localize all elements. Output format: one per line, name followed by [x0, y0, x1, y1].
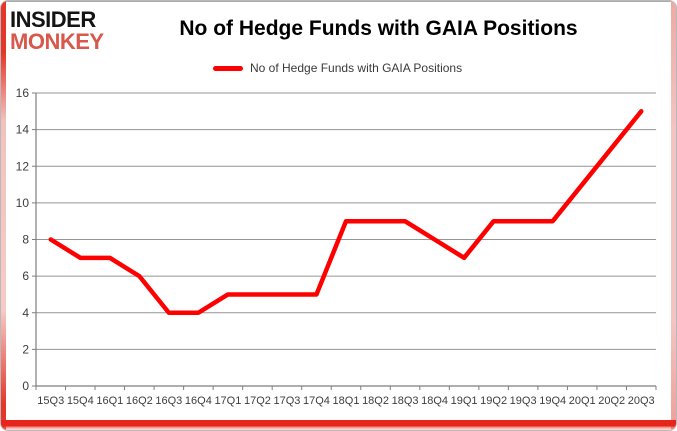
- svg-text:20Q1: 20Q1: [569, 395, 596, 407]
- insider-monkey-logo: INSIDER MONKEY: [10, 9, 104, 53]
- axis-ticks: [32, 92, 657, 390]
- svg-text:18Q3: 18Q3: [392, 395, 419, 407]
- legend-line-swatch: [213, 65, 243, 71]
- svg-text:2: 2: [22, 342, 29, 356]
- svg-text:16Q2: 16Q2: [126, 395, 153, 407]
- svg-text:10: 10: [16, 196, 30, 210]
- svg-text:16Q1: 16Q1: [96, 395, 123, 407]
- svg-text:16: 16: [16, 86, 30, 100]
- svg-text:0: 0: [22, 379, 29, 393]
- legend: No of Hedge Funds with GAIA Positions: [213, 61, 462, 75]
- y-axis-labels: 0 2 4 6 8 10 12 14 16: [16, 86, 30, 393]
- logo-line-insider: INSIDER: [10, 7, 96, 32]
- card-border-top: [1, 1, 676, 2]
- svg-text:4: 4: [22, 306, 29, 320]
- svg-text:14: 14: [16, 123, 30, 137]
- svg-text:16Q3: 16Q3: [155, 395, 182, 407]
- svg-text:19Q2: 19Q2: [480, 395, 507, 407]
- svg-text:8: 8: [22, 233, 29, 247]
- svg-text:18Q4: 18Q4: [421, 395, 448, 407]
- svg-text:19Q4: 19Q4: [539, 395, 566, 407]
- svg-text:17Q2: 17Q2: [244, 395, 271, 407]
- svg-text:6: 6: [22, 269, 29, 283]
- x-axis-labels: 15Q3 15Q4 16Q1 16Q2 16Q3 16Q4 17Q1 17Q2 17Q3 17Q4…: [37, 395, 654, 407]
- svg-text:16Q4: 16Q4: [185, 395, 212, 407]
- svg-text:18Q2: 18Q2: [362, 395, 389, 407]
- svg-text:19Q3: 19Q3: [510, 395, 537, 407]
- svg-text:15Q4: 15Q4: [67, 395, 94, 407]
- legend-label: No of Hedge Funds with GAIA Positions: [250, 61, 463, 75]
- svg-text:18Q1: 18Q1: [333, 395, 360, 407]
- card-border-right: [671, 1, 676, 430]
- chart-title: No of Hedge Funds with GAIA Positions: [179, 17, 578, 40]
- series-line: [48, 109, 644, 315]
- svg-text:20Q2: 20Q2: [598, 395, 625, 407]
- svg-text:17Q1: 17Q1: [214, 395, 241, 407]
- svg-text:17Q3: 17Q3: [273, 395, 300, 407]
- series: [48, 109, 644, 315]
- svg-text:20Q3: 20Q3: [628, 395, 655, 407]
- svg-text:19Q1: 19Q1: [451, 395, 478, 407]
- svg-text:15Q3: 15Q3: [37, 395, 64, 407]
- svg-text:12: 12: [16, 159, 30, 173]
- card-border-left: [1, 1, 6, 430]
- card-border-bottom: [1, 420, 676, 430]
- svg-text:17Q4: 17Q4: [303, 395, 330, 407]
- logo-line-monkey: MONKEY: [10, 29, 104, 54]
